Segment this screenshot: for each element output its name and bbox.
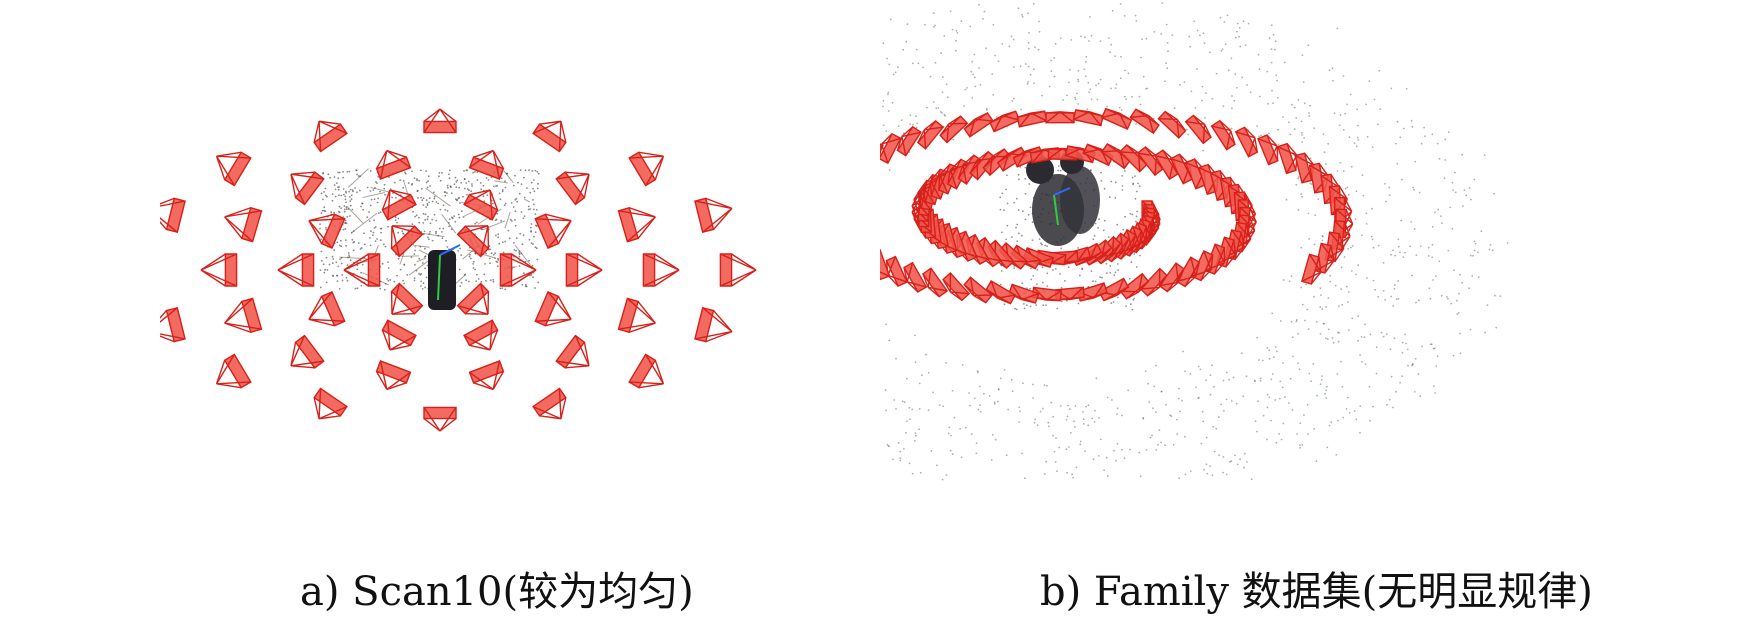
camera-frustum-a-7 bbox=[534, 290, 572, 327]
camera-frustum-a-2 bbox=[390, 282, 424, 315]
camera-frustum-b-102 bbox=[1100, 107, 1133, 131]
family-camera-view bbox=[880, 0, 1600, 540]
camera-frustum-a-34 bbox=[423, 406, 457, 432]
camera-frustum-a-36 bbox=[215, 353, 252, 389]
camera-frustum-a-42 bbox=[532, 120, 567, 153]
camera-frustum-a-35 bbox=[313, 387, 348, 420]
camera-frustum-b-93 bbox=[880, 132, 902, 165]
scan10-camera-frusta bbox=[160, 108, 757, 432]
camera-frustum-a-30 bbox=[719, 253, 757, 287]
camera-frustum-b-76 bbox=[942, 272, 971, 302]
camera-frustum-b-107 bbox=[1234, 126, 1259, 158]
family-object bbox=[1026, 150, 1100, 246]
camera-frustum-b-80 bbox=[880, 248, 891, 281]
camera-frustum-a-40 bbox=[313, 120, 348, 153]
camera-frustum-a-32 bbox=[628, 353, 665, 389]
camera-frustum-b-109 bbox=[1276, 142, 1298, 175]
camera-frustum-a-3 bbox=[343, 253, 381, 287]
camera-frustum-a-29 bbox=[617, 206, 656, 243]
family-camera-frusta bbox=[880, 107, 1354, 305]
camera-frustum-a-26 bbox=[375, 149, 412, 180]
camera-frustum-b-79 bbox=[885, 255, 908, 288]
camera-frustum-b-96 bbox=[939, 115, 969, 144]
camera-frustum-a-6 bbox=[565, 253, 603, 287]
camera-frustum-b-78 bbox=[903, 261, 928, 293]
camera-frustum-a-20 bbox=[375, 360, 412, 391]
camera-frustum-a-37 bbox=[160, 306, 186, 343]
camera-frustum-b-103 bbox=[1129, 108, 1160, 135]
camera-frustum-a-39 bbox=[215, 151, 252, 187]
scan10-object bbox=[428, 244, 461, 310]
camera-frustum-a-0 bbox=[499, 253, 537, 287]
camera-frustum-a-18 bbox=[555, 334, 590, 369]
camera-frustum-b-99 bbox=[1016, 110, 1048, 128]
camera-frustum-a-5 bbox=[456, 225, 490, 258]
scan10-render bbox=[160, 108, 757, 432]
camera-frustum-a-33 bbox=[532, 387, 567, 420]
camera-frustum-b-104 bbox=[1157, 110, 1187, 139]
camera-frustum-a-44 bbox=[694, 197, 733, 234]
camera-frustum-a-12 bbox=[308, 213, 346, 250]
camera-frustum-a-31 bbox=[694, 306, 733, 343]
camera-frustum-a-38 bbox=[160, 197, 186, 234]
camera-frustum-a-14 bbox=[463, 189, 499, 221]
camera-frustum-a-10 bbox=[308, 290, 346, 327]
camera-frustum-b-119 bbox=[1301, 253, 1322, 285]
camera-frustum-a-17 bbox=[617, 297, 656, 334]
camera-frustum-a-8 bbox=[463, 319, 499, 351]
camera-frustum-b-106 bbox=[1210, 119, 1236, 151]
camera-frustum-b-101 bbox=[1072, 109, 1104, 127]
camera-frustum-b-105 bbox=[1184, 114, 1212, 145]
camera-frustum-a-9 bbox=[381, 319, 417, 351]
camera-frustum-a-24 bbox=[224, 206, 263, 243]
family-render bbox=[880, 2, 1509, 481]
camera-frustum-a-28 bbox=[555, 171, 590, 206]
scan10-camera-view bbox=[160, 0, 780, 540]
camera-frustum-b-77 bbox=[921, 267, 949, 298]
camera-frustum-b-100 bbox=[1045, 111, 1075, 124]
camera-frustum-a-22 bbox=[224, 297, 263, 334]
camera-frustum-b-94 bbox=[896, 125, 922, 157]
camera-frustum-b-69 bbox=[1098, 277, 1130, 302]
caption-family: b) Family 数据集(无明显规律) bbox=[1040, 569, 1593, 615]
camera-frustum-a-43 bbox=[628, 151, 665, 187]
camera-frustum-a-21 bbox=[290, 334, 325, 369]
camera-frustum-b-97 bbox=[963, 111, 994, 138]
camera-frustum-a-1 bbox=[456, 282, 490, 315]
camera-frustum-b-98 bbox=[989, 110, 1021, 133]
camera-frustum-a-25 bbox=[290, 171, 325, 206]
camera-frustum-a-27 bbox=[468, 149, 505, 180]
camera-frustum-b-108 bbox=[1257, 134, 1279, 166]
camera-frustum-a-13 bbox=[381, 189, 417, 221]
camera-frustum-a-23 bbox=[200, 253, 238, 287]
camera-frustum-b-74 bbox=[985, 280, 1017, 305]
camera-frustum-a-4 bbox=[390, 225, 424, 258]
caption-scan10: a) Scan10(较为均匀) bbox=[300, 569, 694, 615]
camera-frustum-b-67 bbox=[1139, 267, 1168, 297]
camera-frustum-b-66 bbox=[1158, 262, 1185, 293]
camera-frustum-a-11 bbox=[277, 253, 315, 287]
camera-frustum-a-41 bbox=[423, 108, 457, 134]
camera-frustum-b-95 bbox=[916, 119, 945, 150]
camera-frustum-a-16 bbox=[642, 253, 680, 287]
camera-frustum-a-19 bbox=[468, 360, 505, 391]
camera-frustum-a-15 bbox=[534, 213, 572, 250]
camera-frustum-b-75 bbox=[963, 276, 994, 304]
